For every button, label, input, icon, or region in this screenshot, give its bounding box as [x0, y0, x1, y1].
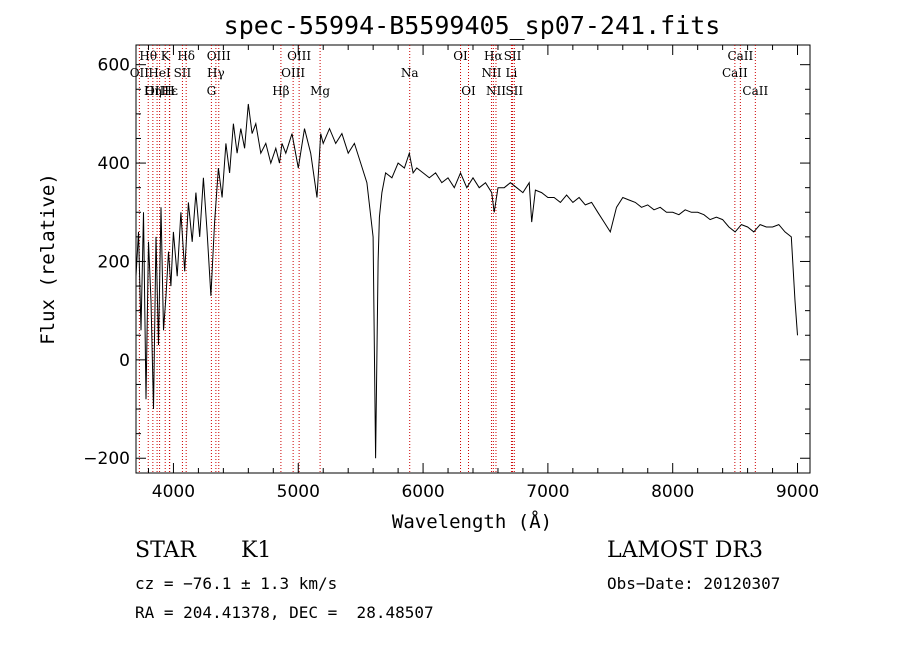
line-marker-label: Li	[506, 66, 518, 80]
line-marker-label: OIII	[281, 66, 305, 80]
line-marker-label: G	[207, 84, 217, 98]
x-tick-label: 4000	[152, 482, 195, 502]
line-marker-label: Hδ	[177, 49, 195, 63]
y-tick-label: 0	[119, 351, 130, 371]
line-marker-label: CaII	[727, 49, 753, 63]
line-marker-label: OIII	[145, 84, 169, 98]
x-tick-label: 8000	[651, 482, 694, 502]
x-tick-label: 6000	[401, 482, 444, 502]
line-marker-label: CaII	[742, 84, 768, 98]
ra-dec: RA = 204.41378, DEC = 28.48507	[135, 603, 434, 622]
y-tick-label: 200	[98, 252, 130, 272]
line-marker-label: NII	[481, 66, 501, 80]
line-marker-label: OII	[130, 66, 150, 80]
line-marker-label: Hε	[161, 84, 178, 98]
survey-name: LAMOST DR3	[607, 538, 763, 563]
object-subclass: K1	[241, 538, 272, 563]
line-marker-label: Hθ	[139, 49, 157, 63]
y-axis-ticks: −200 0 200 400 600	[83, 56, 810, 469]
y-tick-label: 600	[98, 56, 130, 76]
line-marker-label: K	[161, 49, 171, 63]
y-tick-label: 400	[98, 154, 130, 174]
line-marker-label: OIII	[287, 49, 311, 63]
line-marker-label: OI	[453, 49, 468, 63]
line-marker-label: NII	[486, 84, 506, 98]
line-marker-label: Hβ	[272, 84, 289, 98]
y-tick-label: −200	[83, 449, 130, 469]
line-markers	[138, 45, 756, 473]
line-marker-label: Na	[401, 66, 419, 80]
y-axis-label: Flux (relative)	[37, 173, 59, 345]
line-marker-label: SII	[174, 66, 192, 80]
chart-title: spec-55994-B5599405_sp07-241.fits	[224, 11, 721, 40]
spectrum-line	[135, 103, 798, 459]
line-marker-label: Mg	[310, 84, 330, 98]
line-marker-label: OI	[461, 84, 476, 98]
line-marker-label: Hη	[144, 84, 162, 98]
x-tick-label: 9000	[776, 482, 819, 502]
line-marker-label: HeI	[148, 66, 171, 80]
line-marker-label: Hγ	[207, 66, 225, 80]
x-axis-label: Wavelength (Å)	[392, 510, 552, 533]
line-marker-label: CaII	[722, 66, 748, 80]
line-marker-label: Hα	[484, 49, 503, 63]
line-marker-label: H	[164, 84, 174, 98]
x-tick-label: 7000	[526, 482, 569, 502]
object-class: STAR	[135, 538, 196, 563]
line-marker-label: SII	[504, 49, 522, 63]
plot-frame	[135, 44, 811, 474]
obs-date: Obs−Date: 20120307	[607, 574, 781, 593]
line-marker-label: SII	[505, 84, 523, 98]
line-marker-label: OIII	[207, 49, 231, 63]
redshift-cz: cz = −76.1 ± 1.3 km/s	[135, 574, 338, 593]
x-tick-label: 5000	[277, 482, 320, 502]
x-axis-ticks: 4000 5000 6000 7000 8000 9000	[147, 45, 819, 502]
